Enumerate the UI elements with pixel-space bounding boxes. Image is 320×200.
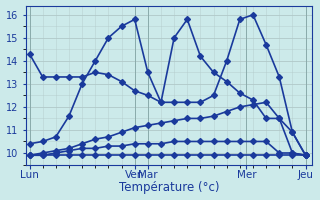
X-axis label: Température (°c): Température (°c) — [119, 181, 219, 194]
